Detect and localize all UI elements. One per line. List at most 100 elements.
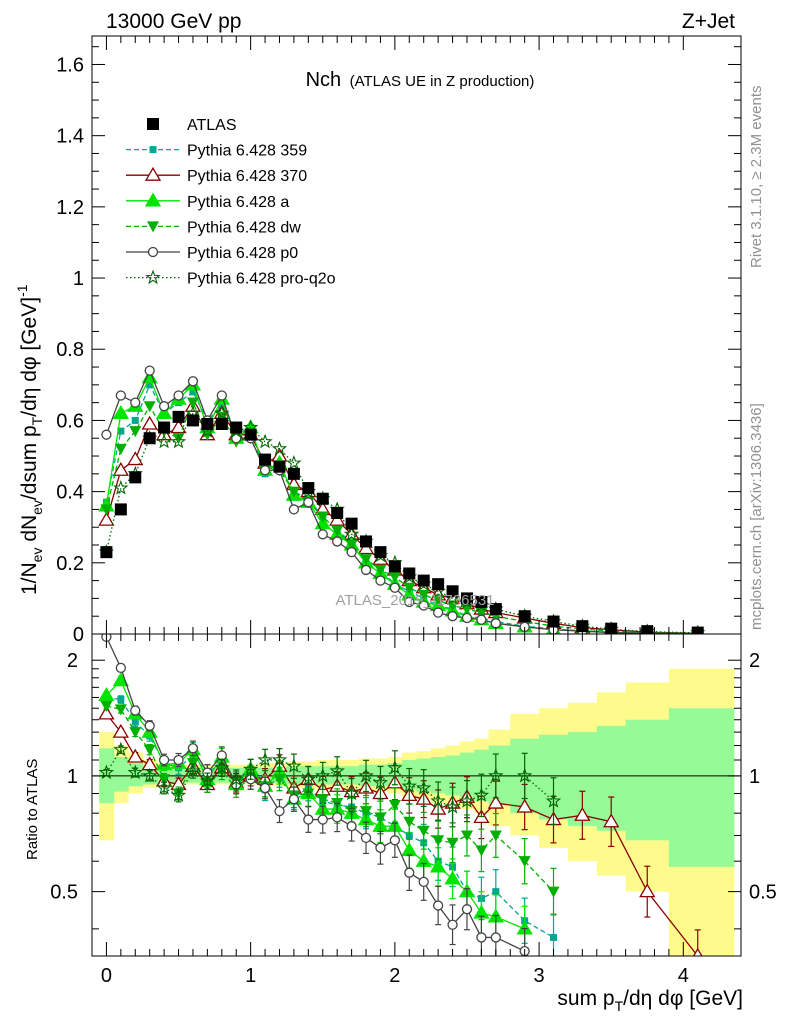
ratio-point-pythia-6-428-p0-16 [332, 812, 343, 823]
ratio-point-pythia-6-428-370-1 [112, 723, 129, 738]
point-pythia-6-428-359-6 [189, 388, 197, 396]
ratio-point-pythia-6-428-dw-28 [518, 856, 531, 868]
ratio-point-pythia-6-428-p0-4 [158, 754, 170, 766]
point-pythia-6-428-p0-19 [375, 575, 386, 586]
point-pythia-6-428-dw-1 [114, 443, 127, 455]
main-plot-marks [98, 365, 706, 634]
legend-marker-pythia-6-428-p0 [147, 246, 159, 258]
ratio-y-tick-label-right-0.5: 0.5 [749, 882, 777, 904]
mcplots-label: mcplots.cern.ch [arXiv:1306.3436] [748, 403, 765, 630]
ratio-point-pythia-6-428-dw-19 [374, 812, 387, 824]
ratio-point-pythia-6-428-p0-5 [173, 754, 184, 766]
ratio-point-pythia-6-428-dw-24 [446, 837, 459, 849]
point-pythia-6-428-dw-21 [403, 582, 416, 594]
ratio-point-pythia-6-428-p0-1 [115, 662, 126, 674]
ratio-point-pythia-6-428-p0-20 [389, 835, 401, 846]
x-tick-label-2: 2 [389, 965, 400, 987]
ratio-point-pythia-6-428-pro-q2o-17 [343, 785, 360, 801]
point-pythia-6-428-370-18 [357, 540, 375, 555]
ratio-point-pythia-6-428-pro-q2o-7 [199, 772, 216, 788]
point-atlas-4 [158, 421, 171, 434]
ratio-point-pythia-6-428-pro-q2o-21 [401, 778, 418, 793]
point-pythia-6-428-pro-q2o-4 [156, 433, 172, 449]
point-pythia-6-428-dw-22 [417, 589, 430, 601]
ratio-point-pythia-6-428-a-23 [430, 858, 447, 873]
ratio-point-pythia-6-428-pro-q2o-26 [473, 787, 490, 802]
point-atlas-5 [172, 410, 185, 423]
ratio-point-pythia-6-428-pro-q2o-5 [170, 787, 187, 802]
ratio-y-tick-label-2: 2 [67, 650, 78, 672]
point-pythia-6-428-p0-22 [418, 600, 429, 611]
point-atlas-12 [273, 460, 286, 473]
point-pythia-6-428-p0-16 [332, 536, 343, 547]
ratio-point-pythia-6-428-p0-13 [288, 794, 300, 805]
point-pythia-6-428-pro-q2o-1 [113, 479, 129, 495]
plot-title: Nch (ATLAS UE in Z production) [306, 69, 535, 91]
point-pythia-6-428-370-1 [112, 461, 129, 476]
series-atlas [100, 410, 704, 634]
ratio-point-pythia-6-428-dw-2 [129, 727, 142, 739]
ratio-point-pythia-6-428-pro-q2o-22 [416, 779, 432, 795]
point-atlas-16 [331, 506, 344, 519]
point-pythia-6-428-p0-8 [216, 390, 227, 401]
band-inner-33 [668, 708, 735, 867]
point-pythia-6-428-p0-18 [360, 564, 372, 576]
point-pythia-6-428-dw-18 [360, 554, 373, 566]
ratio-panel-frame [91, 633, 742, 957]
point-pythia-6-428-370-3 [141, 415, 158, 430]
point-atlas-21 [403, 567, 416, 580]
ratio-point-pythia-6-428-359-2 [131, 718, 139, 726]
point-atlas-0 [100, 546, 113, 559]
point-atlas-7 [201, 417, 214, 430]
ratio-point-pythia-6-428-p0-26 [476, 932, 487, 943]
ratio-point-pythia-6-428-dw-3 [143, 744, 156, 756]
ratio-point-pythia-6-428-pro-q2o-10 [242, 761, 259, 776]
ratio-point-pythia-6-428-p0-24 [447, 919, 458, 930]
point-atlas-25 [460, 592, 473, 605]
ratio-point-pythia-6-428-p0-12 [274, 805, 285, 817]
band-inner-32 [625, 719, 670, 841]
legend-label-pythia-6-428-359: Pythia 6.428 359 [187, 143, 307, 160]
ratio-point-pythia-6-428-pro-q2o-14 [300, 771, 317, 786]
point-atlas-30 [576, 620, 589, 633]
ratio-line-pythia-6-428-370 [105, 713, 699, 956]
ratio-point-pythia-6-428-p0-25 [461, 904, 473, 915]
ratio-point-pythia-6-428-dw-1 [114, 704, 127, 716]
main-y-tick-label-0.4: 0.4 [56, 482, 84, 504]
ratio-point-pythia-6-428-359-1 [117, 696, 125, 704]
ratio-point-pythia-6-428-370-30 [574, 806, 591, 821]
band-inner-1 [113, 756, 129, 792]
point-pythia-6-428-370-0 [98, 511, 115, 526]
point-pythia-6-428-p0-14 [303, 497, 314, 508]
point-pythia-6-428-dw-0 [100, 504, 113, 516]
ratio-point-pythia-6-428-359-29 [550, 933, 558, 941]
header-right: Z+Jet [682, 10, 735, 33]
ratio-y-axis-label: Ratio to ATLAS [24, 759, 41, 860]
main-y-tick-label-1: 1 [73, 268, 84, 290]
point-atlas-9 [230, 421, 243, 434]
main-panel-ticks: 0 0.2 0.4 0.6 0.8 1 1.2 1.4 1.6 [56, 36, 741, 646]
line-pythia-6-428-359 [105, 383, 698, 634]
main-y-tick-label-0.8: 0.8 [56, 339, 84, 361]
ratio-point-pythia-6-428-dw-0 [100, 701, 113, 713]
band-inner-23 [430, 756, 446, 794]
main-y-tick-label-0.2: 0.2 [56, 553, 84, 575]
point-atlas-13 [287, 467, 300, 480]
ratio-point-pythia-6-428-p0-23 [432, 900, 444, 911]
point-pythia-6-428-359-3 [146, 381, 154, 389]
main-y-tick-label-1.4: 1.4 [56, 126, 84, 148]
ratio-point-pythia-6-428-a-0 [98, 687, 115, 702]
ratio-panel: 0.5 0.5 1 1 2 2 0 1 2 3 4 Ratio to ATLAS sum pT/dη… [24, 633, 777, 1014]
ratio-point-pythia-6-428-p0-27 [490, 932, 501, 943]
legend-marker-atlas [147, 118, 159, 130]
main-y-axis-label: 1/Nev dNev/dsum pT/dη dφ [GeV]-1 [14, 284, 45, 595]
ratio-point-pythia-6-428-pro-q2o-23 [430, 793, 446, 808]
point-pythia-6-428-dw-3 [143, 401, 156, 413]
point-pythia-6-428-p0-13 [288, 504, 300, 515]
point-atlas-15 [316, 492, 329, 505]
point-pythia-6-428-dw-13 [287, 486, 300, 498]
line-pythia-6-428-pro-q2o [105, 412, 698, 634]
ratio-point-pythia-6-428-p0-3 [144, 720, 155, 731]
ratio-point-pythia-6-428-dw-29 [547, 886, 560, 898]
